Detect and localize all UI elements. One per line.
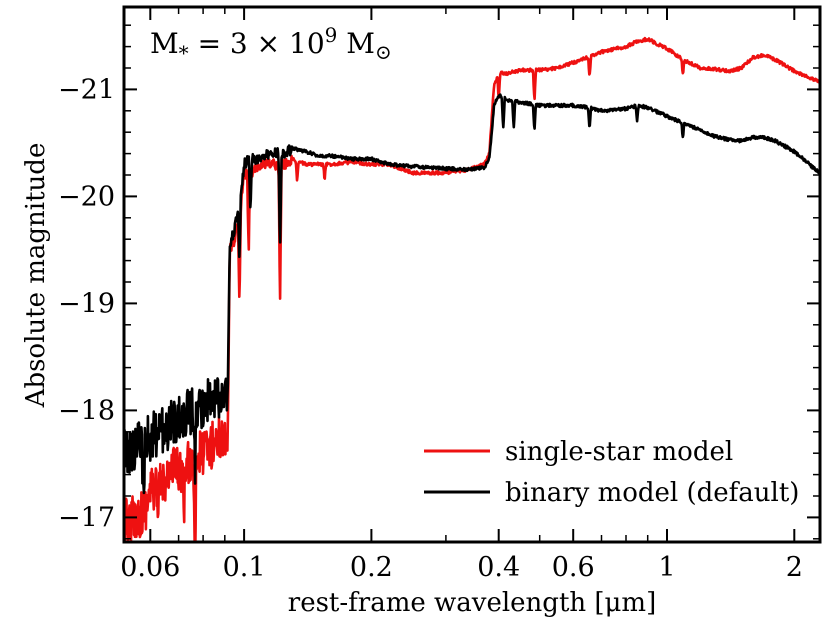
x-tick-label: 0.06 — [120, 552, 180, 583]
y-tick-label: −17 — [58, 502, 115, 533]
series-layer — [124, 36, 820, 542]
series-line-binary-model-default — [124, 93, 820, 495]
stellar-mass-annotation: M* = 3 × 109 M⊙ — [150, 23, 392, 65]
annotation-sup: 9 — [325, 23, 338, 47]
x-axis: 0.06 0.1 0.2 0.4 0.6 1 2 — [120, 7, 803, 583]
x-tick-label: 0.4 — [477, 552, 520, 583]
annotation-unit: M — [337, 27, 375, 60]
y-tick-label: −18 — [58, 395, 115, 426]
x-tick-label: 0.2 — [350, 552, 393, 583]
annotation-unit-sub: ⊙ — [375, 40, 392, 64]
legend-label-binary: binary model (default) — [505, 478, 799, 508]
y-tick-label: −21 — [58, 74, 115, 105]
annotation-eq: = 3 × 10 — [189, 27, 325, 60]
annotation-prefix: M — [150, 27, 179, 60]
y-axis-label: Absolute magnitude — [21, 143, 51, 409]
x-tick-label: 0.1 — [223, 552, 266, 583]
y-tick-label: −19 — [58, 288, 115, 319]
legend-label-single-star: single-star model — [505, 437, 733, 467]
y-tick-label: −20 — [58, 181, 115, 212]
x-tick-label: 0.6 — [552, 552, 595, 583]
y-axis: −17 −18 −19 −20 −21 — [58, 24, 820, 540]
x-tick-label: 2 — [786, 552, 803, 583]
plot-frame — [122, 5, 822, 544]
legend: single-star model binary model (default) — [424, 437, 799, 508]
annotation-sub: * — [179, 41, 189, 65]
x-axis-label: rest-frame wavelength [μm] — [288, 588, 656, 618]
x-tick-label: 1 — [658, 552, 675, 583]
